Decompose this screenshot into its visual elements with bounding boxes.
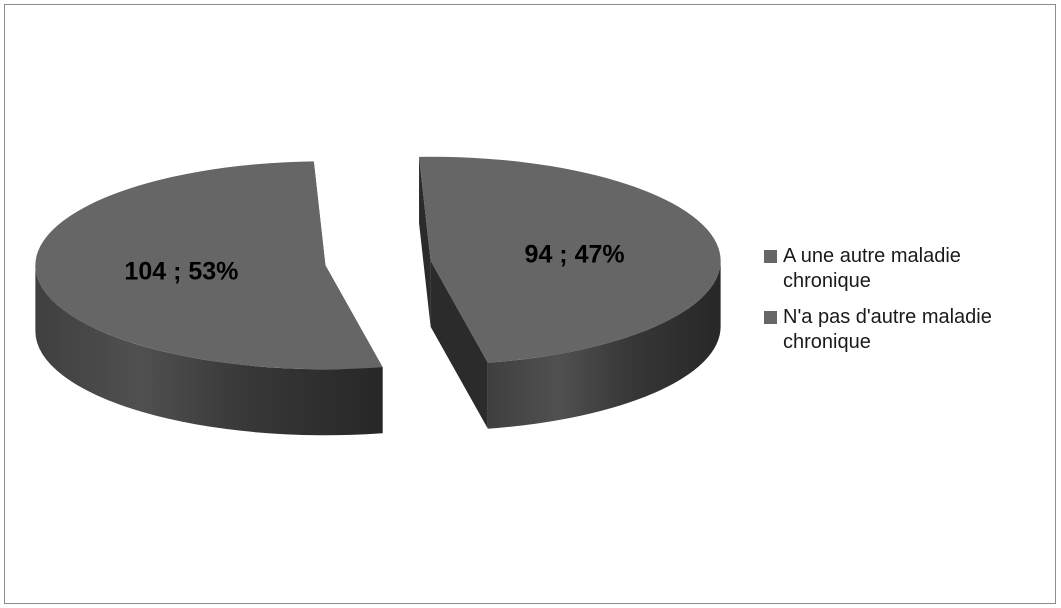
legend-label: A une autre maladie chronique (783, 245, 961, 292)
pie-slice-side (35, 265, 383, 436)
pie-slice-top (419, 156, 721, 363)
pie-slice-side (487, 260, 721, 429)
legend-item-pas-autre-maladie: N'a pas d'autre maladie chronique (764, 305, 1054, 355)
pie-slice-cut-face (419, 156, 431, 327)
pie-slice-0: 94 ; 47% (419, 156, 721, 429)
data-label: 104 ; 53% (124, 257, 238, 285)
pie-slice-1: 104 ; 53% (35, 161, 383, 436)
legend-label: N'a pas d'autre maladie chronique (783, 306, 992, 353)
data-label: 94 ; 47% (525, 241, 625, 269)
legend-item-autre-maladie: A une autre maladie chronique (764, 244, 1054, 294)
legend-swatch (764, 311, 777, 324)
pie-slice-top (35, 161, 383, 370)
legend-swatch (764, 250, 777, 263)
legend: A une autre maladie chronique N'a pas d'… (764, 244, 1054, 366)
pie-slice-cut-face (430, 260, 488, 429)
